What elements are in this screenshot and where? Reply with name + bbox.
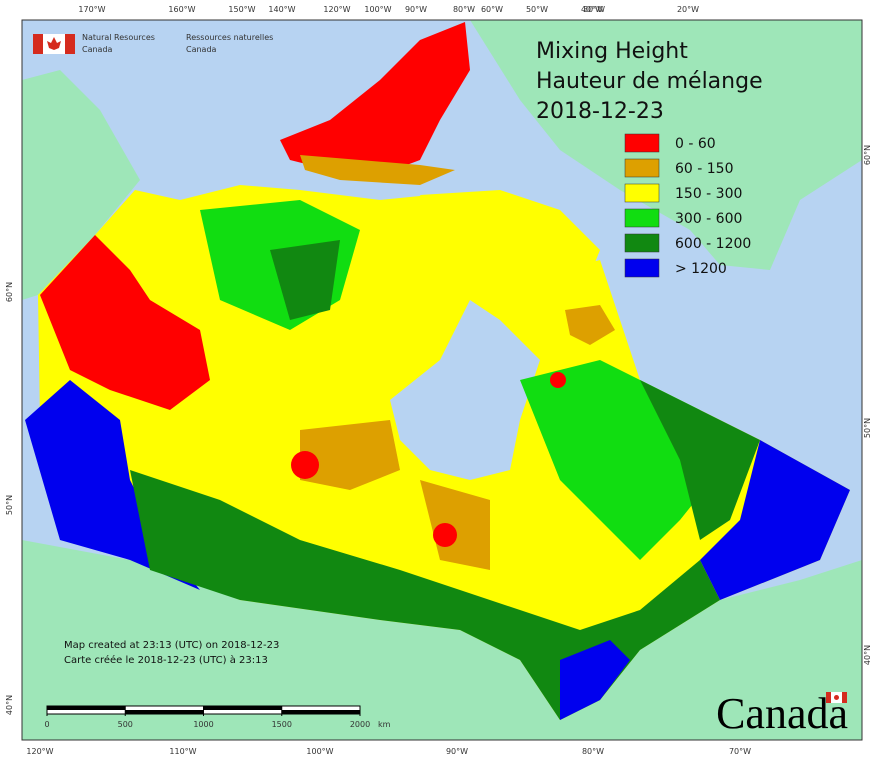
legend-swatch <box>624 158 660 178</box>
island-orange <box>300 155 455 185</box>
region-red-nw <box>40 235 210 410</box>
scale-label: 500 <box>118 720 133 729</box>
graticule-label: 170°W <box>78 5 105 14</box>
graticule-label: 50°N <box>863 418 872 438</box>
legend-label: 150 - 300 <box>675 186 742 202</box>
spot-red <box>433 523 457 547</box>
usa <box>22 540 862 740</box>
scale-bar-segment <box>281 710 360 714</box>
spot-red <box>291 451 319 479</box>
legend-swatch <box>624 258 660 278</box>
legend-label: 600 - 1200 <box>675 236 751 252</box>
graticule-label: 40°W <box>581 5 603 14</box>
graticule-label: 110°W <box>169 747 196 756</box>
graticule-label: 140°W <box>268 5 295 14</box>
scale-bar-segment <box>47 706 126 710</box>
graticule-label: 30°W <box>583 5 605 14</box>
scale-unit: km <box>378 720 391 729</box>
graticule-label: 40°N <box>5 695 14 715</box>
graticule-label: 120°W <box>26 747 53 756</box>
spot-red <box>550 372 566 388</box>
graticule-label: 90°W <box>446 747 468 756</box>
legend-label: 60 - 150 <box>675 161 734 177</box>
legend-label: 300 - 600 <box>675 211 742 227</box>
credit: Carte créée le 2018-12-23 (UTC) à 23:13 <box>64 654 268 666</box>
scale-label: 1000 <box>193 720 213 729</box>
legend-swatch <box>624 233 660 253</box>
region-blue-ontario <box>560 640 630 720</box>
region-blue-maritimes <box>700 440 850 600</box>
org-text: Ressources naturelles <box>186 33 273 42</box>
graticule-label: 120°W <box>323 5 350 14</box>
graticule-label: 160°W <box>168 5 195 14</box>
legend-swatch <box>624 133 660 153</box>
nrcan-flag <box>33 34 75 54</box>
legend-swatch <box>624 183 660 203</box>
graticule-label: 80°W <box>453 5 475 14</box>
scale-bar-segment <box>203 706 282 710</box>
title: Hauteur de mélange <box>536 69 763 94</box>
graticule-label: 90°W <box>405 5 427 14</box>
org-text: Natural Resources <box>82 33 155 42</box>
region-darkgreen-labrador <box>640 380 760 540</box>
graticule-label: 60°N <box>5 282 14 302</box>
scale-bar-segment <box>125 710 204 714</box>
graticule-label: 70°W <box>729 747 751 756</box>
title: 2018-12-23 <box>536 99 664 124</box>
graticule-label: 80°W <box>582 747 604 756</box>
graticule-label: 60°N <box>863 145 872 165</box>
region-orange-central <box>300 420 400 490</box>
hudson-bay <box>390 300 540 480</box>
island-red <box>280 22 470 175</box>
legend-swatch <box>624 208 660 228</box>
region-darkgreen-arctic <box>270 240 340 320</box>
spot-orange <box>565 305 615 345</box>
greenland <box>470 20 862 270</box>
graticule-label: 60°W <box>481 5 503 14</box>
scale-label: 0 <box>44 720 49 729</box>
legend-label: 0 - 60 <box>675 136 716 152</box>
graticule-label: 150°W <box>228 5 255 14</box>
credit: Map created at 23:13 (UTC) on 2018-12-23 <box>64 640 279 651</box>
island-baffin <box>420 190 600 300</box>
org-text: Canada <box>82 45 113 54</box>
graticule-label: 50°W <box>526 5 548 14</box>
graticule-label: 20°W <box>677 5 699 14</box>
alaska <box>22 70 140 300</box>
title: Mixing Height <box>536 39 688 64</box>
region-orange-ontario <box>420 480 490 570</box>
map-border <box>21 19 863 741</box>
org-text: Canada <box>186 45 217 54</box>
wordmark-flag <box>826 692 847 703</box>
graticule-label: 100°W <box>364 5 391 14</box>
scale-label: 1500 <box>272 720 292 729</box>
graticule-label: 100°W <box>306 747 333 756</box>
graticule-label: 40°N <box>863 645 872 665</box>
scale-label: 2000 <box>350 720 370 729</box>
legend-label: > 1200 <box>675 261 727 277</box>
graticule-label: 50°N <box>5 495 14 515</box>
